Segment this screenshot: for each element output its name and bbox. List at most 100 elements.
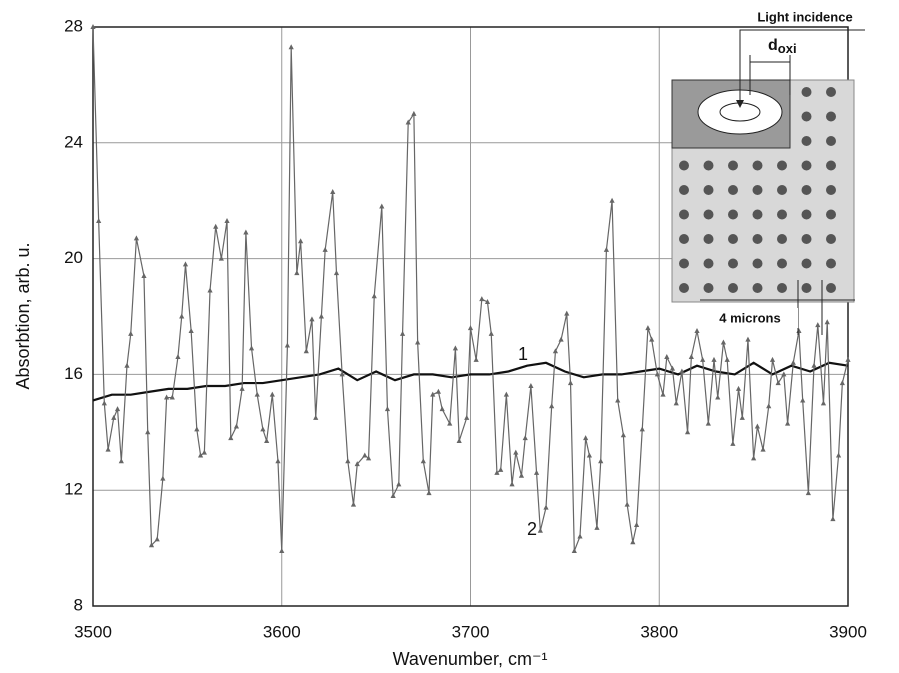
data-point — [294, 270, 300, 276]
inset-dot — [703, 258, 714, 269]
data-point — [639, 426, 645, 432]
data-point — [248, 345, 255, 351]
data-point — [800, 397, 806, 403]
y-tick-label: 28 — [64, 16, 83, 35]
data-point — [228, 435, 234, 441]
data-point — [494, 469, 500, 475]
data-point — [769, 356, 776, 362]
inset-dot — [826, 234, 836, 244]
data-point — [243, 229, 249, 235]
data-point — [439, 406, 445, 412]
data-point — [735, 385, 742, 391]
data-point — [679, 368, 685, 374]
data-point — [114, 406, 121, 412]
data-point — [452, 345, 458, 351]
data-point — [101, 400, 107, 406]
inset-dot — [703, 234, 714, 244]
data-point — [90, 24, 96, 29]
series-line — [92, 26, 849, 552]
data-point — [133, 235, 140, 241]
data-point — [333, 270, 340, 276]
data-point — [654, 371, 660, 377]
data-point — [839, 380, 845, 386]
inset-dot — [801, 234, 812, 244]
inset-dot — [728, 234, 738, 244]
data-point — [390, 492, 396, 498]
data-point — [467, 325, 474, 331]
data-point — [118, 458, 124, 464]
data-point — [154, 536, 160, 542]
data-point — [350, 501, 357, 507]
inset-dot — [826, 136, 836, 146]
data-point — [577, 533, 583, 539]
inset-dots — [679, 87, 836, 293]
data-point — [624, 501, 630, 507]
inset-incidence-label: Light incidence — [757, 9, 852, 24]
inset-dot — [826, 185, 836, 195]
data-point — [309, 316, 315, 322]
data-point — [415, 339, 421, 345]
data-point — [630, 539, 636, 545]
data-point — [279, 547, 285, 553]
data-point — [766, 403, 772, 409]
data-point — [824, 319, 830, 325]
inset-dot — [777, 234, 787, 244]
inset-d: d — [768, 37, 778, 54]
data-point — [669, 365, 676, 371]
inset-dot — [728, 283, 738, 293]
data-point — [724, 356, 730, 362]
data-point — [615, 397, 621, 403]
inset-d-subscript: oxi — [778, 41, 797, 56]
inset-dot — [752, 160, 763, 171]
data-point — [188, 327, 194, 333]
data-point — [164, 394, 170, 400]
data-point — [835, 452, 842, 458]
y-tick-label: 20 — [64, 248, 83, 267]
y-axis-title: Absorbtion, arb. u. — [13, 242, 33, 389]
data-point — [224, 217, 230, 223]
data-point — [498, 466, 504, 472]
data-point — [688, 354, 694, 360]
data-point — [379, 203, 385, 209]
data-point — [811, 362, 817, 368]
y-tick-label: 12 — [64, 480, 83, 499]
data-point — [479, 296, 485, 302]
inset-dot — [703, 209, 714, 220]
x-axis-title: Wavenumber, cm⁻¹ — [393, 649, 548, 669]
data-point — [194, 426, 200, 432]
inset-dot — [752, 234, 763, 244]
inset-dot — [801, 87, 812, 97]
y-tick-label: 16 — [64, 364, 83, 383]
inset-arrowhead — [736, 100, 744, 108]
x-tick-label: 3700 — [452, 622, 490, 641]
data-point — [739, 414, 745, 420]
inset-dot — [801, 160, 812, 171]
data-point — [141, 272, 147, 278]
data-point — [464, 414, 470, 420]
data-point — [518, 472, 525, 478]
data-point — [239, 385, 245, 391]
inset-arrow — [739, 29, 865, 105]
data-point — [218, 255, 224, 261]
inset-dot — [801, 111, 812, 122]
data-point — [339, 371, 345, 377]
data-point — [549, 403, 555, 409]
data-point — [567, 380, 574, 386]
data-point — [322, 246, 328, 252]
data-point — [426, 490, 432, 496]
data-point — [583, 435, 589, 441]
data-point — [160, 475, 166, 481]
x-tick-label: 3500 — [74, 622, 112, 641]
inset-dot — [826, 87, 836, 97]
data-point — [275, 458, 281, 464]
data-point — [620, 432, 626, 438]
inset: Light incidence doxi 4 microns — [671, 9, 865, 335]
data-point — [571, 547, 577, 553]
data-point — [754, 423, 760, 429]
data-point — [660, 391, 666, 397]
inset-dot — [728, 258, 738, 269]
inset-dot — [777, 258, 787, 269]
data-point — [488, 330, 494, 336]
inset-dot — [679, 160, 689, 171]
